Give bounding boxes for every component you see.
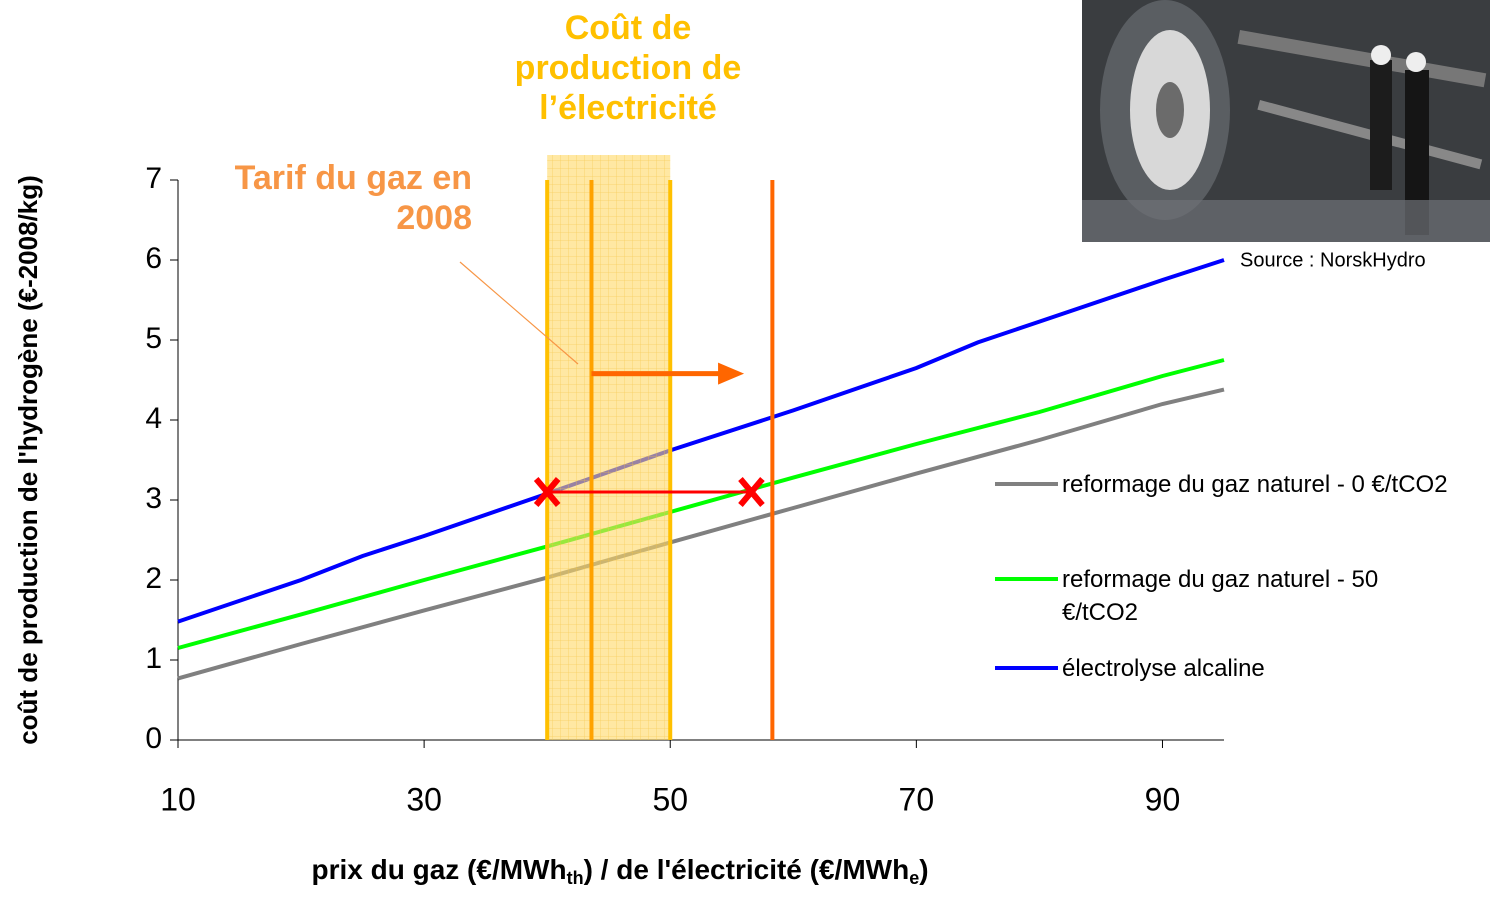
x-tick-label: 30 <box>406 781 442 817</box>
arrow-head <box>718 363 744 385</box>
x-axis-title-part: ) / de l'électricité (€/MWh <box>584 854 910 885</box>
y-tick-label: 0 <box>145 722 162 755</box>
x-axis-title-part: th <box>567 868 584 888</box>
x-tick-label: 50 <box>652 781 688 817</box>
y-tick-label: 6 <box>145 242 162 275</box>
x-axis-title-part: ) <box>919 854 928 885</box>
x-axis-title-part: prix du gaz (€/MWh <box>311 854 566 885</box>
x-tick-label: 70 <box>899 781 935 817</box>
page: Source : NorskHydro 0 1 2 3 4 5 6 7 10 30 50 70 90 p… <box>0 0 1490 898</box>
y-tick-label: 2 <box>145 562 162 595</box>
legend-label: électrolyse alcaline <box>1062 652 1457 685</box>
y-tick-label: 7 <box>145 162 162 195</box>
x-tick-label: 10 <box>160 781 196 817</box>
y-tick-label: 5 <box>145 322 162 355</box>
band-grid <box>547 155 670 740</box>
gas-label: Tarif du gaz en 2008 <box>222 158 472 238</box>
y-axis-title: coût de production de l'hydrogène (€-200… <box>12 140 44 780</box>
y-tick-label: 4 <box>145 402 162 435</box>
legend-label: reformage du gaz naturel - 0 €/tCO2 <box>1062 468 1457 501</box>
y-tick-label: 3 <box>145 482 162 515</box>
x-tick-label: 90 <box>1145 781 1181 817</box>
y-tick-label: 1 <box>145 642 162 675</box>
line-series <box>178 390 1224 679</box>
x-axis-title-part: e <box>909 868 919 888</box>
chart: Source : NorskHydro 0 1 2 3 4 5 6 7 10 30 50 70 90 p… <box>0 0 1490 898</box>
band-label: Coût de production de l’électricité <box>478 8 778 128</box>
image-caption: Source : NorskHydro <box>1240 249 1426 271</box>
photo <box>1082 0 1490 242</box>
legend-label: reformage du gaz naturel - 50 €/tCO2 <box>1062 563 1457 629</box>
x-axis-title: prix du gaz (€/MWhth) / de l'électricité… <box>311 854 928 887</box>
